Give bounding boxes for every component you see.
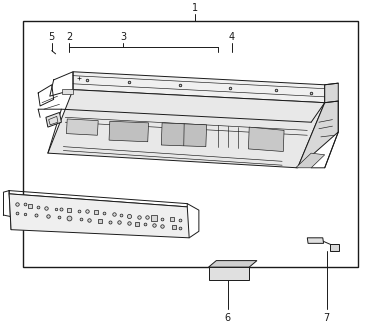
Text: 3: 3 [120,33,126,42]
Polygon shape [66,119,98,135]
Polygon shape [109,121,149,142]
Text: 6: 6 [225,313,231,323]
Polygon shape [73,72,325,103]
Polygon shape [209,261,257,267]
Text: 5: 5 [49,33,55,42]
Polygon shape [48,90,325,168]
Polygon shape [330,244,339,251]
Text: 7: 7 [324,313,330,323]
Text: 1: 1 [192,3,198,13]
Text: 2: 2 [66,33,72,42]
Polygon shape [307,238,324,243]
Polygon shape [296,153,325,168]
Text: 4: 4 [229,33,235,42]
Polygon shape [9,194,189,238]
Polygon shape [209,267,249,280]
Polygon shape [298,83,338,168]
Polygon shape [46,113,61,127]
Polygon shape [161,123,207,147]
Polygon shape [62,89,73,94]
Polygon shape [248,127,284,151]
Bar [23,21,358,267]
